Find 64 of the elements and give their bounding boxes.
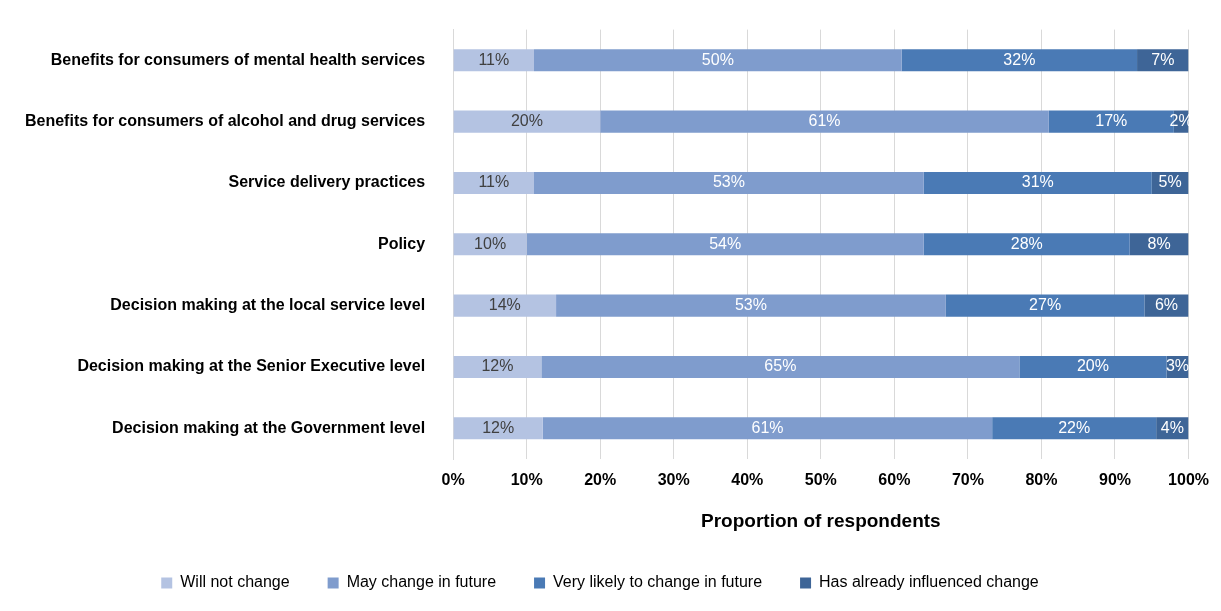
x-tick-label: 100% bbox=[1168, 471, 1209, 489]
data-label: 4% bbox=[1160, 418, 1184, 436]
y-tick-label: Decision making at the Government level bbox=[112, 418, 426, 436]
data-label: 20% bbox=[510, 112, 543, 130]
data-label: 14% bbox=[488, 296, 521, 314]
legend-label: Will not change bbox=[180, 573, 290, 591]
data-label: 22% bbox=[1058, 418, 1091, 436]
data-label: 8% bbox=[1147, 234, 1171, 252]
legend-label: May change in future bbox=[346, 573, 497, 591]
data-label: 7% bbox=[1151, 50, 1175, 68]
data-label: 53% bbox=[712, 173, 745, 191]
data-label: 10% bbox=[474, 234, 507, 252]
y-tick-label: Service delivery practices bbox=[228, 173, 426, 191]
data-label: 11% bbox=[478, 173, 510, 191]
x-tick-label: 30% bbox=[657, 471, 690, 489]
data-label: 6% bbox=[1154, 296, 1179, 314]
x-tick-label: 80% bbox=[1025, 471, 1058, 489]
y-tick-label: Benefits for consumers of alcohol and drug services bbox=[24, 112, 426, 130]
data-label: 11% bbox=[478, 50, 510, 68]
data-label: 31% bbox=[1021, 173, 1054, 191]
data-label: 12% bbox=[481, 357, 514, 375]
x-tick-label: 0% bbox=[441, 471, 465, 489]
bar bbox=[1019, 355, 1167, 379]
bar bbox=[526, 233, 924, 256]
x-tick-label: 60% bbox=[878, 471, 911, 489]
data-label: 20% bbox=[1076, 357, 1109, 375]
legend-label: Very likely to change in future bbox=[553, 573, 763, 591]
data-label: 53% bbox=[734, 296, 767, 314]
x-tick-label: 50% bbox=[804, 471, 837, 489]
data-label: 28% bbox=[1010, 234, 1043, 252]
y-tick-label: Policy bbox=[377, 234, 426, 252]
x-tick-label: 10% bbox=[510, 471, 543, 489]
bar bbox=[600, 110, 1049, 133]
data-label: 54% bbox=[709, 234, 742, 252]
bar bbox=[923, 233, 1130, 256]
data-label: 61% bbox=[751, 418, 784, 436]
x-tick-label: 20% bbox=[584, 471, 617, 489]
bar bbox=[453, 294, 557, 317]
x-tick-label: 90% bbox=[1098, 471, 1132, 489]
bar bbox=[542, 417, 993, 440]
data-label: 5% bbox=[1158, 173, 1182, 191]
x-tick-label: 70% bbox=[951, 471, 984, 489]
y-tick-label: Benefits for consumers of mental health services bbox=[50, 50, 426, 68]
bar bbox=[453, 110, 601, 133]
data-label: 65% bbox=[764, 357, 797, 375]
bar bbox=[534, 171, 924, 194]
bar bbox=[901, 49, 1138, 72]
x-axis-title: Proportion of respondents bbox=[701, 509, 941, 531]
x-tick-label: 40% bbox=[731, 471, 764, 489]
legend-label: Has already influenced change bbox=[819, 573, 1039, 591]
data-label: 27% bbox=[1029, 296, 1062, 314]
bar bbox=[945, 294, 1145, 317]
data-label: 50% bbox=[701, 50, 734, 68]
bar bbox=[556, 294, 946, 317]
bar bbox=[541, 355, 1020, 379]
bar bbox=[534, 49, 902, 72]
data-label: 17% bbox=[1095, 112, 1128, 130]
data-label: 12% bbox=[482, 418, 515, 436]
data-label: 61% bbox=[808, 112, 841, 130]
y-tick-label: Decision making at the local service level bbox=[110, 296, 426, 314]
y-tick-label: Decision making at the Senior Executive level bbox=[77, 357, 426, 375]
bar bbox=[992, 417, 1157, 440]
bar bbox=[923, 171, 1152, 194]
data-label: 32% bbox=[1003, 50, 1036, 68]
